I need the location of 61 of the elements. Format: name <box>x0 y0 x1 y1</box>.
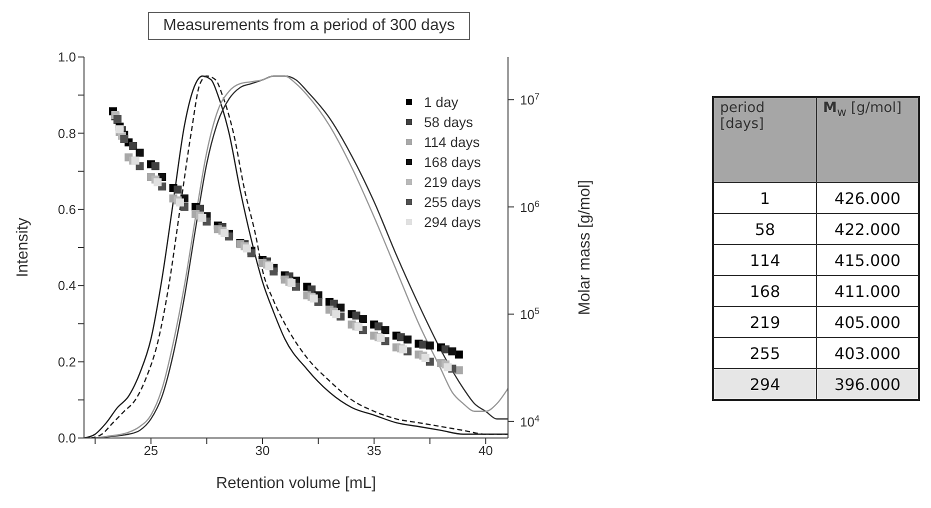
text: 415.000 <box>834 250 901 270</box>
category-label: 1 <box>713 182 816 214</box>
point <box>288 279 296 288</box>
text: 405.000 <box>834 312 901 332</box>
y-tick-label: 1.0 <box>58 50 76 65</box>
legend-label: 168 days <box>424 153 481 172</box>
point <box>381 326 390 334</box>
x-axis-title: Retention volume [mL] <box>216 475 376 492</box>
point <box>220 229 229 238</box>
legend-label: 294 days <box>424 213 481 232</box>
y-tick-label: 0.0 <box>58 430 76 446</box>
point <box>421 354 430 362</box>
y2-tick-label: 10$^{5}$ <box>520 306 540 322</box>
y2-axis-title: Molar mass [g/mol] <box>576 180 594 316</box>
point <box>444 363 452 372</box>
legend-label: 114 days <box>424 133 480 152</box>
category-label: 58 <box>713 214 816 244</box>
text: 396.000 <box>834 374 901 394</box>
x-tick-label: 40 <box>478 443 493 458</box>
text: 422.000 <box>834 220 901 238</box>
y-tick-label: 0.8 <box>58 126 76 141</box>
point <box>399 345 408 354</box>
category-label: 219 <box>713 306 816 338</box>
category-label: 294 <box>713 368 816 400</box>
category-label: 168 <box>713 276 816 306</box>
y2-tick-label: 10$^{7}$ <box>520 92 540 108</box>
chart-title: Measurements from a period of 300 days <box>148 12 470 40</box>
y2-tick-label: 10$^{6}$ <box>520 198 540 215</box>
x-tick-label: 35 <box>366 443 382 458</box>
point <box>120 134 128 143</box>
category-label: 114 <box>713 244 816 276</box>
x-tick-label: 30 <box>255 443 270 458</box>
category-label: 255 <box>713 338 816 368</box>
legend-label: 1 day <box>424 93 458 112</box>
y2-tick-label: 10$^{4}$ <box>520 413 540 430</box>
y-tick-label: 0.4 <box>58 278 76 294</box>
point <box>374 322 383 330</box>
point <box>448 347 456 356</box>
x-tick-label: 25 <box>144 443 158 458</box>
legend-label: 219 days <box>424 173 481 192</box>
point <box>332 310 340 318</box>
point <box>265 262 274 270</box>
point <box>404 336 412 344</box>
y-tick-label: 0.2 <box>58 354 76 370</box>
point <box>454 350 463 359</box>
text: period [days] <box>713 97 816 182</box>
point <box>154 178 162 186</box>
y-axis-title: Intensity <box>14 218 32 278</box>
legend-label: 58 days <box>424 113 474 132</box>
legend-label: 255 days <box>424 193 481 212</box>
text: M$_{w}$ [g/mol] <box>816 97 919 182</box>
point <box>136 148 144 157</box>
y-tick-label: 0.6 <box>58 202 76 218</box>
point <box>426 342 434 350</box>
point <box>358 315 367 324</box>
text: 426.000 <box>834 188 901 208</box>
point <box>174 186 182 194</box>
text: 411.000 <box>834 282 901 300</box>
text: 403.000 <box>834 344 901 362</box>
point <box>151 162 160 170</box>
point <box>129 142 138 150</box>
